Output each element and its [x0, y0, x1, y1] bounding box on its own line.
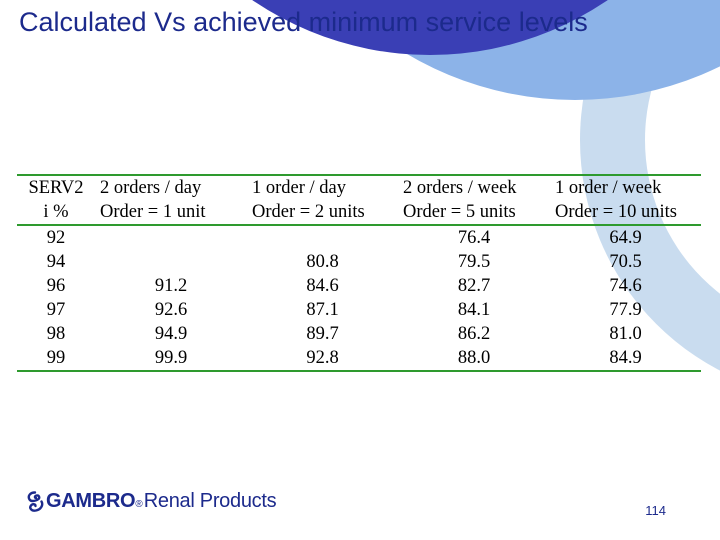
- arc-dark: [252, 0, 608, 55]
- column-subheader: i %: [17, 200, 95, 226]
- column-subheader: Order = 5 units: [398, 200, 550, 226]
- column-subheader: Order = 10 units: [550, 200, 701, 226]
- table-cell: [95, 250, 247, 274]
- column-subheader: Order = 2 units: [247, 200, 398, 226]
- table-cell: 94.9: [154, 324, 188, 344]
- table-cell: 92.8: [247, 346, 398, 372]
- table-cell: 91.2: [154, 276, 188, 296]
- table-cell: 74.6: [609, 276, 642, 296]
- table-cell: 94: [46, 252, 66, 272]
- table-cell: 82.7: [457, 276, 491, 296]
- table-row: 99 99.9 92.8 88.0 84.9: [17, 346, 701, 372]
- table-cell: 87.1: [306, 300, 339, 320]
- table-cell: 77.9: [609, 300, 642, 320]
- table-header-row: i % Order = 1 unit Order = 2 units Order…: [17, 200, 701, 226]
- service-level-table: SERV2 2 orders / day 1 order / day 2 ord…: [17, 174, 701, 372]
- table-cell: 98: [46, 324, 66, 344]
- table-cell: 86.2: [457, 324, 491, 344]
- column-header: 1 order / day: [247, 174, 398, 200]
- table-cell: 89.7: [306, 324, 339, 344]
- table-row: 98 94.9 89.7 86.2 81.0: [17, 322, 701, 346]
- table-row: 94 80.8 79.5 70.5: [17, 250, 701, 274]
- table-cell: 81.0: [609, 324, 642, 344]
- logo-suffix: Renal Products: [143, 490, 277, 512]
- table-header-row: SERV2 2 orders / day 1 order / day 2 ord…: [17, 174, 701, 200]
- table-cell: 64.9: [609, 228, 642, 248]
- column-subheader: Order = 1 unit: [95, 200, 247, 226]
- table-cell: 92: [46, 228, 66, 248]
- column-header: 1 order / week: [550, 174, 701, 200]
- service-level-table-wrapper: SERV2 2 orders / day 1 order / day 2 ord…: [17, 174, 701, 372]
- table-cell: 88.0: [398, 346, 550, 372]
- table-cell: 76.4: [457, 228, 491, 248]
- table-cell: 97: [46, 300, 66, 320]
- table-row: 92 76.4 64.9: [17, 225, 701, 250]
- slide-number: 114: [645, 503, 666, 518]
- table-cell: 80.8: [306, 252, 339, 272]
- table-cell: 84.9: [550, 346, 701, 372]
- slide-title: Calculated Vs achieved minimum service l…: [19, 7, 588, 37]
- column-header: 2 orders / day: [95, 174, 247, 200]
- table-row: 96 91.2 84.6 82.7 74.6: [17, 274, 701, 298]
- table-cell: 92.6: [154, 300, 188, 320]
- column-header: 2 orders / week: [398, 174, 550, 200]
- table-cell: 99.9: [95, 346, 247, 372]
- logo-registered-mark: ®: [135, 499, 143, 510]
- table-cell: 99: [17, 346, 95, 372]
- logo-wordmark: GAMBRO® Renal Products: [46, 490, 277, 513]
- table-row: 97 92.6 87.1 84.1 77.9: [17, 298, 701, 322]
- table-cell: 70.5: [609, 252, 642, 272]
- column-header: SERV2: [17, 174, 95, 200]
- gambro-logo: GAMBRO® Renal Products: [26, 490, 277, 513]
- table-cell: [95, 225, 247, 250]
- table-cell: 79.5: [457, 252, 491, 272]
- table-cell: 84.1: [457, 300, 491, 320]
- gambro-swirl-icon: [27, 490, 44, 512]
- logo-brand: GAMBRO: [46, 490, 136, 512]
- table-cell: 84.6: [306, 276, 339, 296]
- table-cell: 96: [46, 276, 66, 296]
- table-cell: [247, 225, 398, 250]
